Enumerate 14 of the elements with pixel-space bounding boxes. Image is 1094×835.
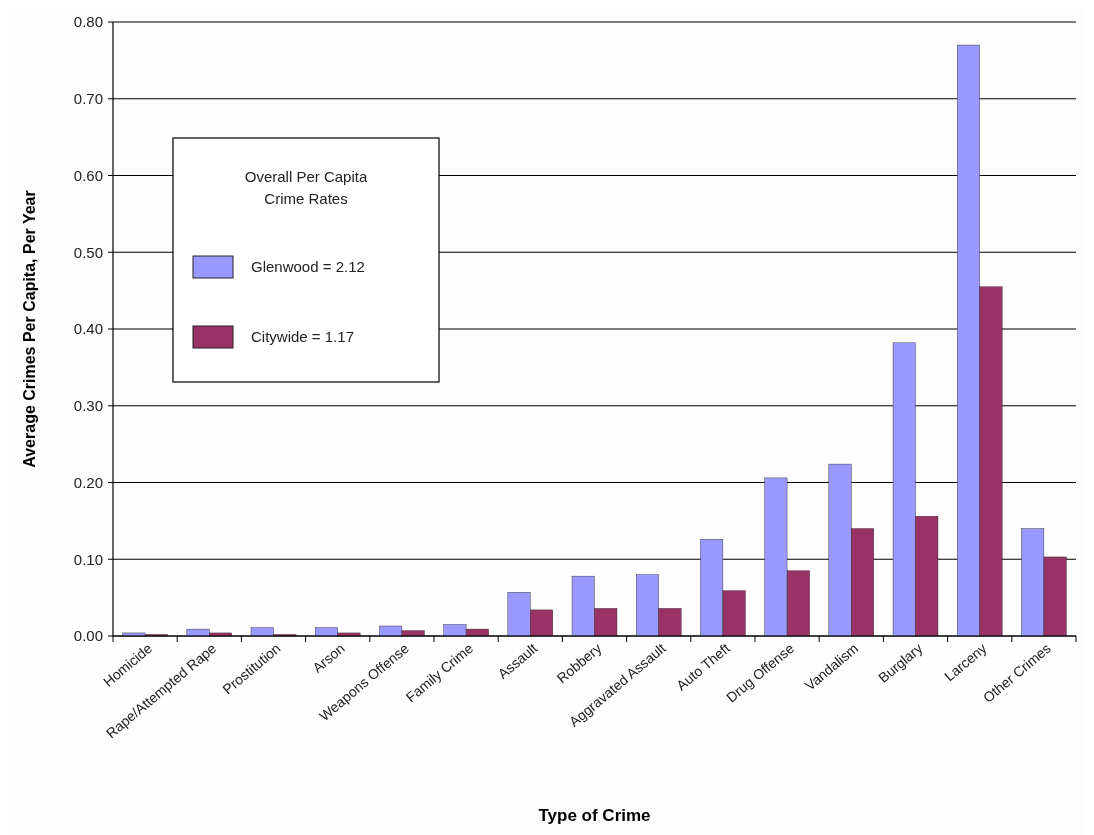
x-axis-title: Type of Crime [538, 806, 651, 825]
y-tick-label: 0.70 [73, 90, 103, 107]
y-tick-label: 0.10 [73, 550, 103, 568]
y-tick-label: 0.80 [73, 13, 103, 31]
y-tick-label: 0.30 [73, 397, 103, 414]
y-tick-label: 0.20 [73, 473, 103, 491]
legend-label: Citywide = 1.17 [251, 328, 354, 345]
y-tick-label: 0.60 [73, 166, 103, 184]
y-tick-label: 0.40 [73, 320, 103, 338]
legend-label: Glenwood = 2.12 [251, 258, 365, 275]
y-axis-title: Average Crimes Per Capita, Per Year [21, 190, 38, 468]
y-tick-label: 0.50 [73, 243, 103, 261]
legend-title: Overall Per Capita Crime Rates [244, 168, 368, 207]
y-tick-label: 0.00 [73, 627, 103, 645]
